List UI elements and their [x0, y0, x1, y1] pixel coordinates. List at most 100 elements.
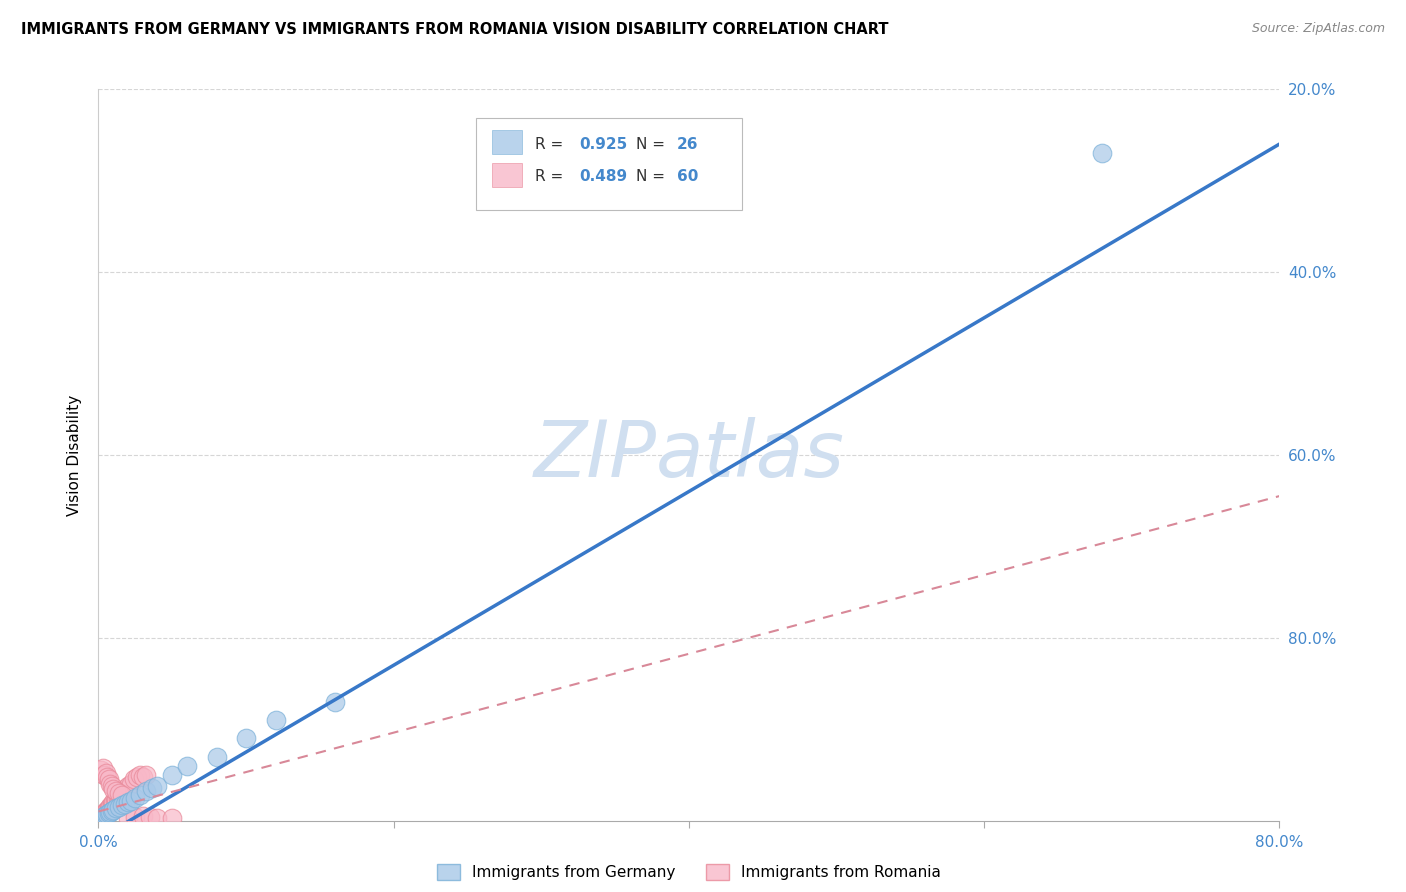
Point — [89, 812, 111, 826]
Text: ZIPatlas: ZIPatlas — [533, 417, 845, 493]
Point — [205, 749, 228, 764]
Point — [117, 811, 139, 825]
Point — [107, 790, 129, 805]
Point — [91, 809, 114, 823]
Point — [96, 803, 118, 817]
Y-axis label: Vision Disability: Vision Disability — [67, 394, 83, 516]
Point — [162, 811, 183, 825]
Point — [114, 782, 136, 797]
Point — [105, 801, 128, 815]
Text: R =: R = — [536, 169, 568, 185]
Point — [108, 789, 131, 804]
Point — [94, 805, 117, 820]
Text: 0.489: 0.489 — [579, 169, 627, 185]
Point — [264, 713, 287, 727]
Point — [117, 796, 139, 810]
Point — [132, 809, 155, 823]
Point — [105, 793, 128, 807]
Point — [108, 786, 131, 800]
Point — [100, 798, 122, 813]
Point — [91, 808, 114, 822]
Point — [103, 781, 125, 796]
Point — [117, 779, 139, 793]
Point — [146, 779, 169, 793]
Point — [96, 804, 118, 818]
Point — [97, 801, 120, 815]
Point — [103, 797, 125, 811]
Point — [100, 779, 122, 793]
Point — [103, 803, 125, 817]
Point — [90, 810, 112, 824]
Point — [94, 766, 117, 780]
Point — [128, 788, 150, 802]
Point — [103, 796, 125, 810]
Text: 0.925: 0.925 — [579, 136, 627, 152]
Point — [235, 731, 257, 746]
Text: R =: R = — [536, 136, 568, 152]
Point — [112, 784, 135, 798]
Point — [100, 797, 122, 812]
Point — [105, 791, 128, 805]
Point — [162, 768, 183, 782]
Point — [100, 805, 122, 819]
Point — [94, 809, 117, 823]
Point — [124, 790, 146, 805]
Point — [93, 768, 115, 782]
Point — [108, 800, 131, 814]
Point — [98, 805, 121, 820]
Point — [120, 793, 142, 807]
Point — [132, 770, 155, 784]
Point — [323, 695, 346, 709]
Point — [93, 809, 115, 823]
Point — [93, 810, 115, 824]
Point — [135, 784, 157, 798]
Point — [91, 811, 114, 825]
Point — [111, 798, 134, 813]
Point — [97, 802, 120, 816]
Point — [97, 772, 120, 787]
Point — [128, 768, 150, 782]
Point — [110, 788, 132, 802]
Point — [104, 794, 127, 808]
Point — [96, 808, 118, 822]
Point — [122, 772, 145, 787]
Point — [97, 806, 120, 821]
Point — [120, 777, 142, 791]
Point — [93, 807, 115, 822]
Point — [90, 812, 112, 826]
Point — [105, 784, 128, 798]
Text: N =: N = — [636, 136, 669, 152]
Point — [139, 810, 162, 824]
Point — [111, 786, 134, 800]
Point — [141, 780, 163, 795]
Point — [90, 811, 112, 825]
FancyBboxPatch shape — [492, 163, 523, 187]
Point — [124, 810, 146, 824]
FancyBboxPatch shape — [477, 119, 742, 210]
Point — [96, 770, 118, 784]
Text: 26: 26 — [678, 136, 699, 152]
Point — [93, 806, 115, 821]
Text: N =: N = — [636, 169, 669, 185]
Point — [90, 764, 112, 778]
Point — [94, 808, 117, 822]
Point — [91, 811, 114, 825]
Point — [115, 780, 138, 795]
FancyBboxPatch shape — [492, 130, 523, 154]
Point — [111, 788, 134, 802]
Legend: Immigrants from Germany, Immigrants from Romania: Immigrants from Germany, Immigrants from… — [430, 858, 948, 886]
Text: 60: 60 — [678, 169, 699, 185]
Point — [91, 761, 114, 775]
Point — [98, 777, 121, 791]
Point — [135, 768, 157, 782]
Point — [125, 770, 148, 784]
Point — [89, 812, 111, 826]
Text: Source: ZipAtlas.com: Source: ZipAtlas.com — [1251, 22, 1385, 36]
Point — [114, 797, 136, 812]
Point — [146, 811, 169, 825]
Point — [96, 807, 118, 822]
Point — [176, 758, 198, 772]
Point — [98, 799, 121, 814]
Text: IMMIGRANTS FROM GERMANY VS IMMIGRANTS FROM ROMANIA VISION DISABILITY CORRELATION: IMMIGRANTS FROM GERMANY VS IMMIGRANTS FR… — [21, 22, 889, 37]
Point — [1091, 146, 1114, 161]
